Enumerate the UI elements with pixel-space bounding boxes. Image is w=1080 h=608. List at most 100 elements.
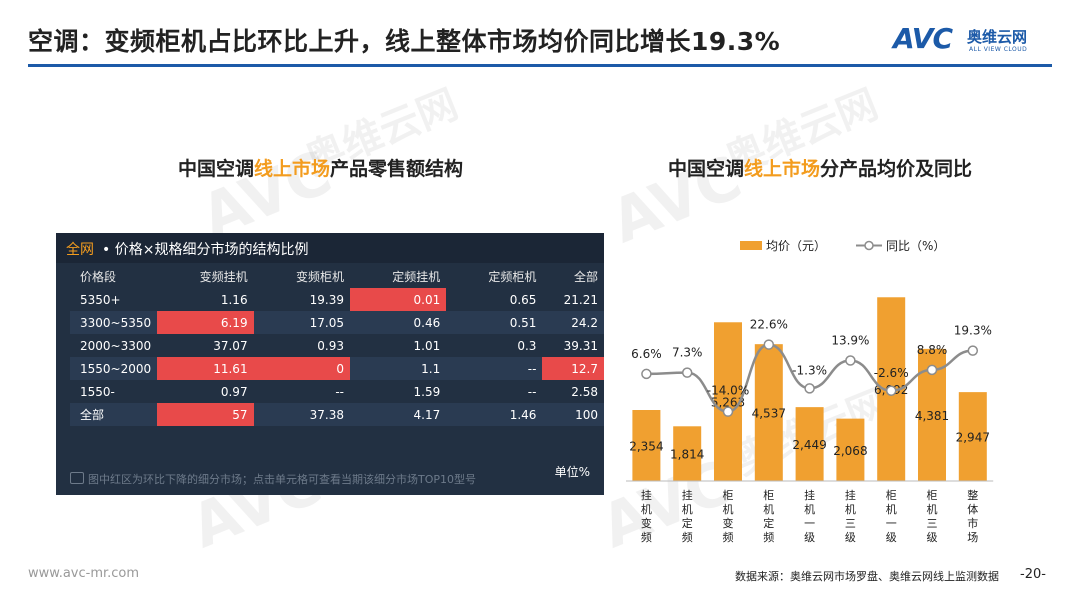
yoy-point xyxy=(967,345,979,356)
table-cell[interactable]: 4.17 xyxy=(350,403,447,426)
left-subtitle-highlight: 线上市场 xyxy=(254,158,331,180)
yoy-point xyxy=(845,355,856,366)
note-icon xyxy=(70,472,84,484)
table-cell[interactable]: 0.46 xyxy=(350,311,447,334)
brand-logo: AVC 奥维云网 ALL VIEW CLOUD xyxy=(893,22,1058,58)
yoy-value-label: 8.8% xyxy=(917,343,948,357)
table-header-row: 价格段 变频挂机 变频柜机 定频挂机 定频柜机 全部 xyxy=(70,265,604,288)
table-cell[interactable]: 37.07 xyxy=(213,338,248,353)
table-cell[interactable]: 0.93 xyxy=(317,338,345,353)
table-cell[interactable]: 24.2 xyxy=(542,311,604,334)
legend-line-label: 同比（%） xyxy=(886,239,945,253)
column-header: 全部 xyxy=(573,270,598,284)
table-cell[interactable]: 1.16 xyxy=(220,292,248,307)
table-cell[interactable]: 37.38 xyxy=(253,403,351,426)
structure-table: 价格段 变频挂机 变频柜机 定频挂机 定频柜机 全部 5350+ 1.16 19.39 0.01 0… xyxy=(70,265,604,426)
x-tick-label: 整体市场 xyxy=(967,488,978,544)
table-cell[interactable]: 0 xyxy=(253,357,351,380)
bar-value-label: 2,068 xyxy=(833,444,867,458)
yoy-point xyxy=(641,368,652,380)
yoy-value-label: -14.0% xyxy=(707,384,749,398)
table-cell[interactable]: 1.46 xyxy=(446,403,543,426)
table-cell[interactable]: 1.01 xyxy=(413,338,441,353)
row-label: 全部 xyxy=(70,403,158,426)
table-cell[interactable]: 6.19 xyxy=(157,311,254,334)
table-cell[interactable]: -- xyxy=(335,384,345,399)
bar xyxy=(836,418,865,481)
bar-value-label: 2,354 xyxy=(629,440,663,454)
legend-line-marker xyxy=(864,240,874,251)
table-cell[interactable]: 39.31 xyxy=(563,338,598,353)
table-cell[interactable]: 0.97 xyxy=(220,384,248,399)
bar-value-label: 1,814 xyxy=(670,448,704,462)
yoy-line xyxy=(646,343,973,413)
table-cell[interactable]: 0.65 xyxy=(509,292,537,307)
right-subtitle-highlight: 线上市场 xyxy=(744,158,821,180)
table-cell[interactable]: 21.21 xyxy=(563,292,598,307)
left-subtitle: 中国空调线上市场产品零售额结构 xyxy=(178,154,463,181)
yoy-point xyxy=(926,364,938,376)
column-header: 定频柜机 xyxy=(488,270,537,284)
column-header: 定频挂机 xyxy=(392,270,441,284)
structure-table-panel: 全网 • 价格×规格细分市场的结构比例 价格段 变频挂机 变频柜机 定频挂机 定频柜机全… xyxy=(56,233,604,495)
legend-bar-label: 均价（元） xyxy=(766,239,826,253)
bar xyxy=(795,407,824,481)
page-number: -20- xyxy=(1020,567,1046,582)
x-tick-label: 挂机三级 xyxy=(845,488,856,544)
yoy-value-label: 13.9% xyxy=(831,334,869,348)
logo-avc-text: AVC xyxy=(893,22,953,55)
table-cell[interactable]: 11.61 xyxy=(157,357,254,380)
panel-title: • 价格×规格细分市场的结构比例 xyxy=(102,242,309,258)
table-row: 2000~3300 37.07 0.93 1.01 0.3 39.31 xyxy=(70,334,604,357)
table-cell[interactable]: 17.05 xyxy=(253,311,351,334)
bar-value-label: 4,381 xyxy=(915,409,949,423)
table-cell[interactable]: 1.1 xyxy=(350,357,447,380)
yoy-value-label: 22.6% xyxy=(750,318,788,332)
bar xyxy=(673,426,702,481)
row-label: 5350+ xyxy=(80,292,121,307)
logo-en-text: ALL VIEW CLOUD xyxy=(969,46,1028,53)
right-subtitle-post: 分产品均价及同比 xyxy=(820,158,973,180)
table-row: 1550- 0.97 -- 1.59 -- 2.58 xyxy=(70,380,604,403)
yoy-point xyxy=(722,406,734,417)
table-cell[interactable]: 19.39 xyxy=(309,292,345,307)
unit-label: 单位% xyxy=(554,465,590,479)
bar-value-label: 2,449 xyxy=(792,438,826,452)
row-label: 2000~3300 xyxy=(80,338,152,353)
table-cell[interactable]: 0.01 xyxy=(350,288,447,311)
bar xyxy=(714,322,742,481)
header-divider xyxy=(28,64,1052,67)
row-label: 1550- xyxy=(80,384,115,399)
bar xyxy=(632,410,661,481)
legend-bar-swatch xyxy=(740,241,762,250)
table-row: 全部 57 37.38 4.17 1.46 100 xyxy=(70,403,604,426)
right-subtitle-pre: 中国空调 xyxy=(668,158,745,180)
bar xyxy=(958,392,987,481)
bar xyxy=(754,344,783,481)
x-tick-label: 挂机一级 xyxy=(804,488,815,544)
note-text: 图中红区为环比下降的细分市场；点击单元格可查看当期该细分市场TOP10型号 xyxy=(88,473,477,486)
table-cell[interactable]: 57 xyxy=(157,403,254,426)
table-cell[interactable]: 0.51 xyxy=(446,311,543,334)
x-tick-label: 柜机变频 xyxy=(723,489,734,544)
yoy-value-label: 7.3% xyxy=(672,346,703,360)
yoy-point xyxy=(804,383,815,394)
x-tick-label: 柜机一级 xyxy=(886,489,897,544)
table-cell[interactable]: -- xyxy=(527,384,537,399)
x-tick-label: 柜机定频 xyxy=(763,489,774,544)
panel-title-highlight: 全网 xyxy=(66,242,94,258)
column-header: 变频柜机 xyxy=(296,270,345,284)
table-cell[interactable]: 2.58 xyxy=(571,384,598,399)
x-tick-label: 柜机三级 xyxy=(927,489,938,544)
yoy-value-label: -1.3% xyxy=(792,363,827,377)
panel-header: 全网 • 价格×规格细分市场的结构比例 xyxy=(56,233,604,263)
table-cell[interactable]: 100 xyxy=(542,403,604,426)
x-tick-label: 挂机变频 xyxy=(641,488,652,544)
x-tick-label: 挂机定频 xyxy=(682,488,693,544)
bar-value-label: 2,947 xyxy=(956,431,990,445)
bar-value-label: 4,537 xyxy=(752,407,786,421)
table-cell[interactable]: -- xyxy=(446,357,543,380)
table-cell[interactable]: 12.7 xyxy=(542,357,604,380)
table-cell[interactable]: 1.59 xyxy=(413,384,441,399)
table-cell[interactable]: 0.3 xyxy=(517,338,537,353)
